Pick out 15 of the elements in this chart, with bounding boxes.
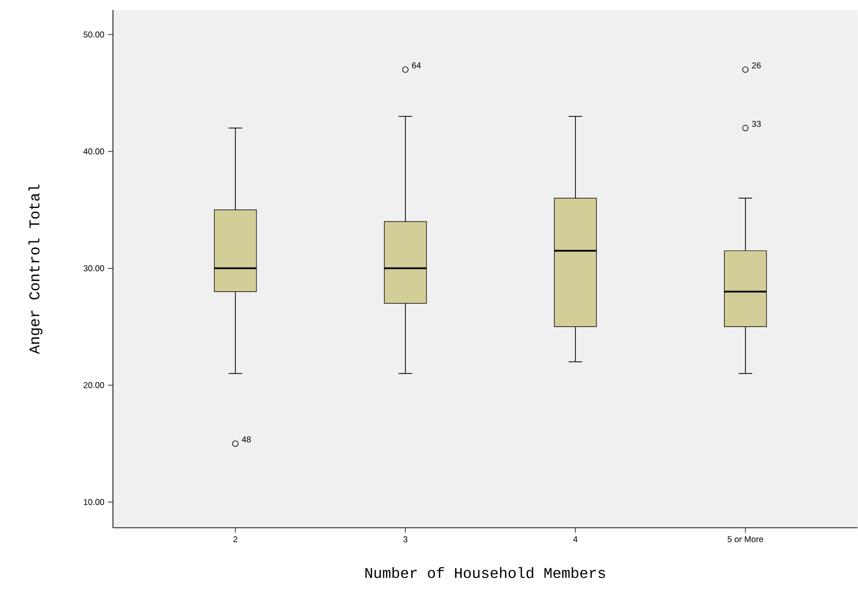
y-axis-title: Anger Control Total <box>28 184 42 354</box>
x-tick-label: 5 or More <box>728 536 764 542</box>
x-tick-label: 4 <box>573 536 578 542</box>
annotation: 33 <box>752 120 761 127</box>
annotation: 48 <box>242 436 251 443</box>
y-tick-label: 20.00 <box>84 382 104 388</box>
x-tick-label: 3 <box>403 536 408 542</box>
y-tick-label: 10.00 <box>84 499 104 506</box>
y-tick-label: 30.00 <box>84 265 104 272</box>
annotation: 26 <box>752 62 761 69</box>
x-tick-label: 2 <box>233 536 238 542</box>
y-tick-label: 50.00 <box>84 32 104 38</box>
y-tick-label: 40.00 <box>83 148 104 155</box>
annotation: 64 <box>412 62 421 69</box>
x-axis-title: Number of Household Members <box>365 567 606 578</box>
